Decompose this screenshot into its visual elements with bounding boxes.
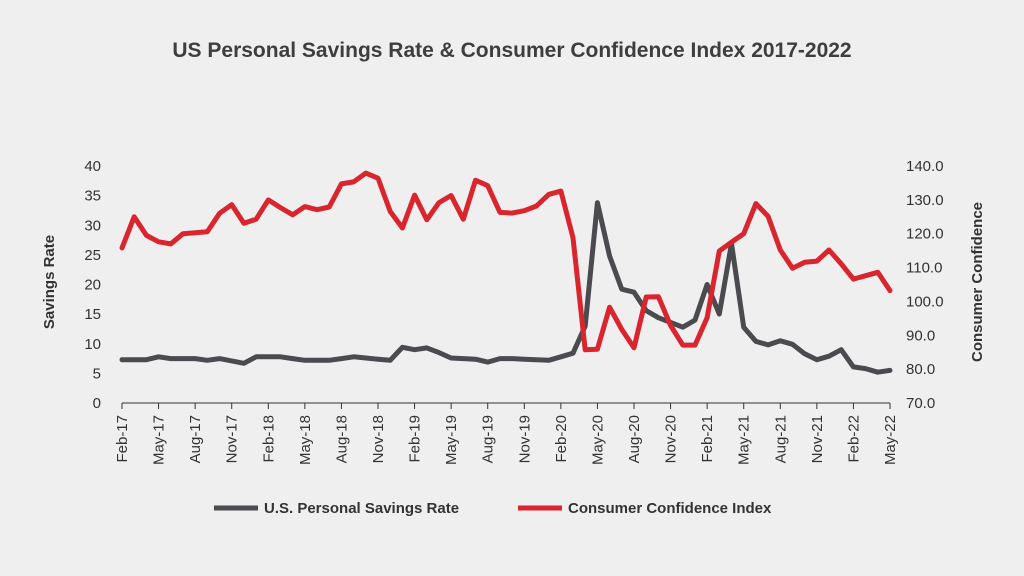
axes: Feb-17 May-17 Aug-17 Nov-17 Feb-18 May-18 Aug-… [84,158,943,465]
x-tick-label: May-19 [443,415,460,465]
x-tick-label: Feb-19 [407,415,424,463]
series-line-savings-rate [119,200,893,375]
legend-item-confidence: Consumer Confidence Index [518,500,772,517]
y-left-tick-label: 10 [84,336,101,353]
y-right-tick-label: 110.0 [906,260,942,277]
y-left-tick-label: 30 [84,217,101,234]
y-right-tick-label: 130.0 [906,192,944,209]
legend: U.S. Personal Savings Rate Consumer Conf… [214,500,772,517]
x-tick-label: Nov-19 [516,415,533,463]
y-left-tick-label: 20 [84,277,101,294]
y-right-tick-label: 100.0 [906,293,944,310]
y-right-tick-label: 90.0 [906,327,935,344]
x-tick-label: Nov-20 [663,415,680,463]
x-tick-label: Feb-18 [260,415,277,463]
legend-label-savings: U.S. Personal Savings Rate [264,500,459,517]
plot-area [119,170,893,375]
x-tick-label: Nov-21 [809,415,826,463]
x-tick-label: Nov-18 [370,415,387,463]
x-tick-label: Aug-20 [626,415,643,463]
x-tick-label: Aug-19 [480,415,497,463]
y-right-tick-label: 140.0 [906,158,944,175]
y-left-tick-label: 15 [84,306,101,323]
y-left-tick-label: 5 [93,365,101,382]
y-right-tick-label: 120.0 [906,226,944,243]
y-left-tick-label: 25 [84,247,101,264]
chart-title: US Personal Savings Rate & Consumer Conf… [172,39,851,62]
x-tick-label: Feb-22 [845,415,862,463]
x-tick-label: Aug-17 [187,415,204,463]
x-tick-label: May-18 [297,415,314,465]
series-line-consumer-confidence [119,170,893,353]
x-tick-label: Feb-21 [699,415,716,463]
x-tick-label: Feb-20 [553,415,570,463]
x-tick-label: Nov-17 [224,415,241,463]
x-tick-label: May-22 [882,415,899,465]
legend-label-confidence: Consumer Confidence Index [568,500,772,517]
y-left-tick-label: 35 [84,188,101,205]
x-tick-label: Aug-18 [333,415,350,463]
y-left-tick-label: 0 [93,395,101,412]
y-right-axis-title: Consumer Confidence [969,202,986,362]
legend-item-savings: U.S. Personal Savings Rate [214,500,459,517]
y-left-tick-label: 40 [84,158,101,175]
y-left-axis-title: Savings Rate [41,235,58,329]
y-right-tick-label: 70.0 [906,395,935,412]
x-tick-label: May-20 [589,415,606,465]
x-tick-label: May-17 [151,415,168,465]
y-right-tick-label: 80.0 [906,361,935,378]
x-tick-label: Aug-21 [772,415,789,463]
x-tick-label: Feb-17 [114,415,131,463]
x-tick-label: May-21 [736,415,753,465]
